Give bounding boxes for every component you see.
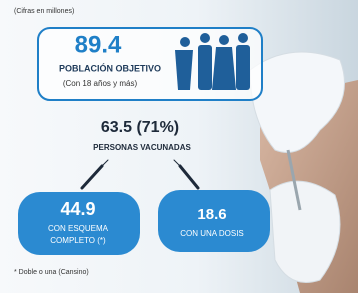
- target-label: POBLACIÓN OBJETIVO: [59, 62, 161, 73]
- note: (Cifras en millones): [14, 8, 74, 15]
- one-dose-label: CON UNA DOSIS: [180, 229, 244, 238]
- infographic: (Cifras en millones) 89.4 POBLACIÓN OBJE…: [0, 0, 358, 293]
- footnote: * Doble o una (Cansino): [14, 269, 89, 276]
- target-value: 89.4: [75, 31, 122, 58]
- target-sublabel: (Con 18 años y más): [63, 79, 138, 88]
- vaccinated-label: PERSONAS VACUNADAS: [93, 143, 191, 152]
- complete-value: 44.9: [60, 199, 95, 219]
- vaccinated-value: 63.5 (71%): [101, 119, 179, 136]
- complete-label: CON ESQUEMA: [48, 224, 109, 233]
- complete-label: COMPLETO (*): [50, 236, 106, 245]
- one-dose-value: 18.6: [197, 206, 226, 223]
